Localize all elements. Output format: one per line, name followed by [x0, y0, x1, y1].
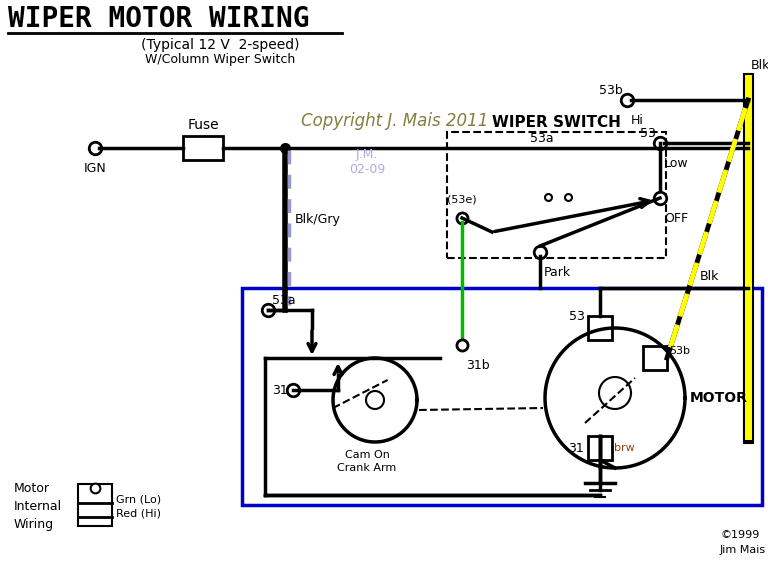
Text: WIPER SWITCH: WIPER SWITCH [492, 115, 621, 130]
Bar [78, 484, 112, 526]
Text: 53: 53 [569, 310, 585, 323]
Text: 02-09: 02-09 [349, 163, 385, 176]
Bar [183, 136, 223, 160]
Text: Cam On: Cam On [345, 450, 389, 460]
Bar [447, 132, 666, 258]
Text: 53a: 53a [530, 132, 554, 145]
Text: 53a: 53a [272, 294, 296, 307]
Text: 31: 31 [272, 384, 288, 396]
Text: OFF: OFF [664, 212, 688, 225]
Text: Fuse: Fuse [187, 118, 219, 132]
Text: Crank Arm: Crank Arm [337, 463, 396, 473]
Text: Park: Park [544, 266, 571, 279]
Text: Blk/Gry: Blk/Gry [295, 214, 341, 226]
Text: Low: Low [664, 157, 689, 170]
Text: J.M.: J.M. [356, 148, 378, 161]
Text: Copyright J. Mais 2011: Copyright J. Mais 2011 [301, 112, 488, 130]
Text: Hi: Hi [631, 114, 644, 127]
Text: WIPER MOTOR WIRING: WIPER MOTOR WIRING [8, 5, 310, 33]
Text: 31: 31 [568, 441, 584, 454]
Text: Motor
Internal
Wiring: Motor Internal Wiring [14, 482, 62, 531]
Text: IGN: IGN [84, 162, 107, 175]
Text: 53b: 53b [669, 346, 690, 356]
Bar [588, 436, 612, 460]
Text: brw: brw [614, 443, 634, 453]
Bar [242, 288, 762, 505]
Text: 31b: 31b [466, 359, 490, 372]
Text: MOTOR: MOTOR [690, 391, 748, 405]
Bar [588, 316, 612, 340]
Text: Blk: Blk [700, 270, 720, 283]
Bar [643, 346, 667, 370]
Text: W/Column Wiper Switch: W/Column Wiper Switch [145, 53, 295, 66]
Text: Blk/Yell: Blk/Yell [751, 59, 768, 72]
Text: (Typical 12 V  2-speed): (Typical 12 V 2-speed) [141, 38, 300, 52]
Text: 53b: 53b [599, 84, 623, 97]
Text: Grn (Lo): Grn (Lo) [116, 495, 161, 505]
Text: Red (Hi): Red (Hi) [116, 509, 161, 519]
Text: (53e): (53e) [447, 194, 477, 204]
Text: 53: 53 [640, 127, 656, 140]
Text: ©1999
Jim Mais: ©1999 Jim Mais [720, 530, 766, 555]
